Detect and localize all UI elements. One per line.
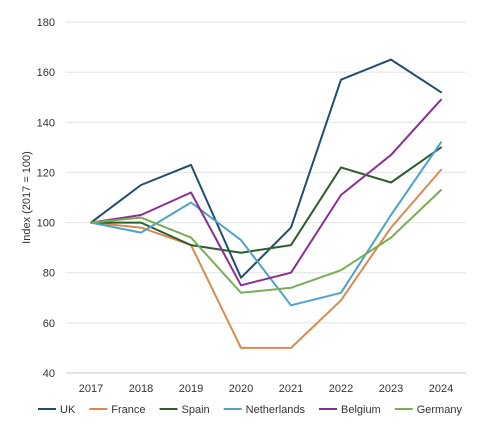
y-tick-label: 60 xyxy=(43,318,55,330)
x-tick-label: 2022 xyxy=(329,383,353,395)
x-tick-label: 2021 xyxy=(279,383,303,395)
legend-label: France xyxy=(111,404,145,416)
series-line-spain xyxy=(90,146,442,254)
x-tick-label: 2019 xyxy=(179,383,203,395)
y-tick-label: 40 xyxy=(43,368,55,380)
x-tick-label: 2023 xyxy=(379,383,403,395)
legend: UK France Spain Netherlands Belgium Germany xyxy=(38,404,462,416)
series-line-netherlands xyxy=(90,141,442,307)
x-tick-label: 2024 xyxy=(429,383,453,395)
legend-item-netherlands: Netherlands xyxy=(223,404,306,416)
y-tick-label: 80 xyxy=(43,268,55,280)
x-tick-label: 2017 xyxy=(79,383,103,395)
legend-label: Spain xyxy=(182,404,210,416)
series-lines xyxy=(90,58,442,349)
legend-label: Belgium xyxy=(341,404,381,416)
y-tick-label: 100 xyxy=(37,218,55,230)
legend-item-germany: Germany xyxy=(394,404,463,416)
x-tick-label: 2018 xyxy=(129,383,153,395)
legend-label: Germany xyxy=(417,404,463,416)
series-line-france xyxy=(90,168,442,349)
legend-item-spain: Spain xyxy=(159,404,210,416)
y-axis-label: Index (2017 = 100) xyxy=(21,151,33,244)
legend-label: Netherlands xyxy=(246,404,306,416)
y-axis-ticks: 40 60 80 100 120 140 160 180 xyxy=(37,17,55,380)
legend-item-france: France xyxy=(89,404,146,416)
x-tick-label: 2020 xyxy=(229,383,253,395)
x-axis-ticks: 2017 2018 2019 2020 2021 2022 2023 2024 xyxy=(79,383,453,395)
legend-item-uk: UK xyxy=(38,404,76,416)
series-line-germany xyxy=(90,189,442,294)
legend-label: UK xyxy=(60,404,76,416)
y-tick-label: 180 xyxy=(37,17,55,29)
y-tick-label: 120 xyxy=(37,167,55,179)
series-line-belgium xyxy=(90,98,442,287)
y-tick-label: 160 xyxy=(37,67,55,79)
y-tick-label: 140 xyxy=(37,117,55,129)
series-line-uk xyxy=(90,58,442,279)
legend-item-belgium: Belgium xyxy=(318,404,381,416)
